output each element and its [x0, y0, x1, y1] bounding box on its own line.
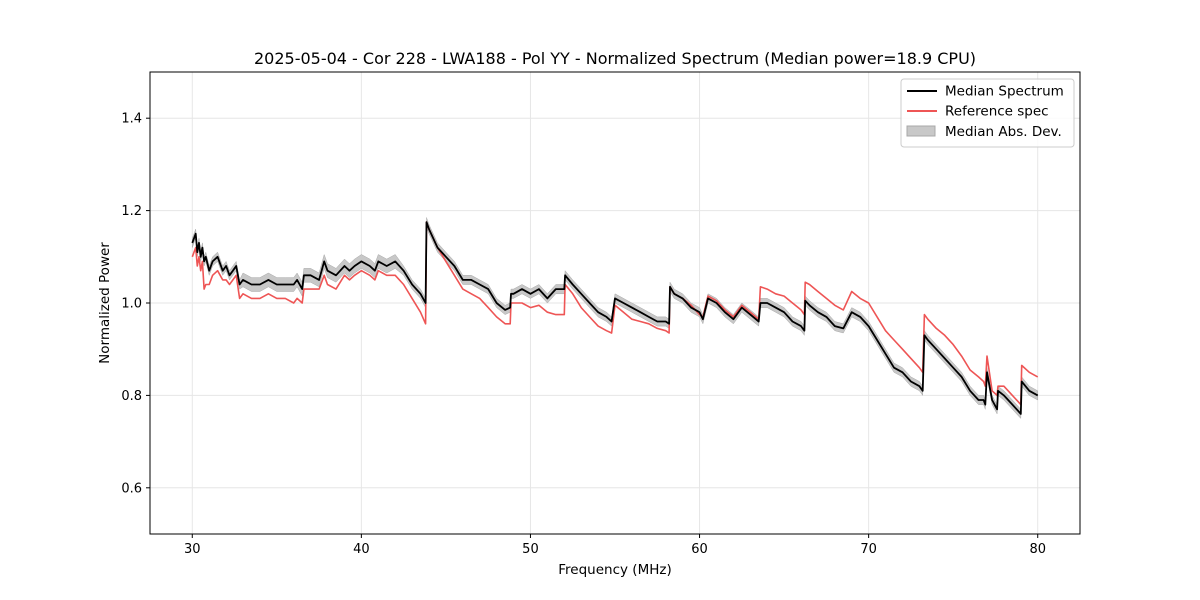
plot-area — [191, 217, 1039, 420]
legend-mad-swatch-icon — [906, 125, 936, 137]
x-axis-label: Frequency (MHz) — [558, 562, 671, 578]
y-tick-label: 1.4 — [121, 112, 142, 127]
legend-box — [900, 78, 1075, 148]
x-tick-label: 70 — [860, 542, 877, 557]
median-spectrum-line — [191, 221, 1039, 415]
y-axis-label: Normalized Power — [97, 242, 113, 364]
x-tick-label: 30 — [184, 542, 201, 557]
x-tick-label: 40 — [353, 542, 370, 557]
legend: Median Spectrum Reference spec Median Ab… — [900, 78, 1075, 148]
reference-spec-line — [191, 221, 1039, 406]
chart-title: 2025-05-04 - Cor 228 - LWA188 - Pol YY -… — [254, 49, 976, 68]
y-tick-label: 1.0 — [121, 297, 142, 312]
x-tick-label: 60 — [691, 542, 708, 557]
y-tick-label: 0.6 — [121, 481, 142, 496]
legend-mad-label: Median Abs. Dev. — [945, 124, 1062, 140]
x-tick-label: 50 — [522, 542, 539, 557]
y-tick-label: 1.2 — [121, 204, 142, 219]
mad-band — [192, 217, 1038, 420]
y-tick-label: 0.8 — [121, 389, 142, 404]
x-tick-label: 80 — [1029, 542, 1046, 557]
legend-reference-label: Reference spec — [945, 104, 1049, 120]
axis-ticks: 30 40 50 60 70 80 0.6 0.8 1.0 1.2 1.4 — [121, 112, 1046, 557]
legend-median-label: Median Spectrum — [945, 84, 1064, 100]
